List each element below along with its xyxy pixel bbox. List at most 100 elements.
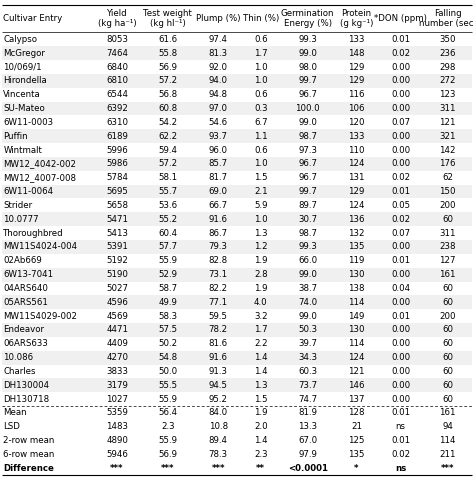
Text: 84.0: 84.0 [209, 408, 228, 418]
Bar [2, 254, 472, 268]
Text: 0.3: 0.3 [254, 104, 267, 113]
Text: 50.0: 50.0 [158, 367, 177, 376]
Text: 106: 106 [348, 104, 365, 113]
Text: 6392: 6392 [106, 104, 128, 113]
Text: 97.3: 97.3 [298, 145, 317, 155]
Text: 55.8: 55.8 [158, 49, 177, 58]
Text: 99.3: 99.3 [298, 35, 317, 44]
Text: 114: 114 [348, 298, 365, 307]
Text: 60: 60 [442, 339, 453, 348]
Text: 138: 138 [348, 284, 365, 293]
Text: 82.2: 82.2 [209, 284, 228, 293]
Text: 125: 125 [348, 436, 365, 445]
Text: 6189: 6189 [106, 132, 128, 141]
Text: 211: 211 [439, 450, 456, 459]
Text: 57.2: 57.2 [158, 159, 177, 168]
Text: 50.2: 50.2 [158, 339, 177, 348]
Bar [2, 74, 472, 88]
Text: 116: 116 [348, 90, 365, 99]
Text: 5946: 5946 [106, 450, 128, 459]
Text: 0.00: 0.00 [391, 395, 410, 404]
Text: 58.7: 58.7 [158, 284, 177, 293]
Text: ns: ns [395, 464, 406, 473]
Text: 133: 133 [348, 35, 365, 44]
Text: 89.4: 89.4 [209, 436, 228, 445]
Text: Plump (%): Plump (%) [196, 14, 240, 23]
Text: 91.6: 91.6 [209, 353, 228, 362]
Text: MW11S4024-004: MW11S4024-004 [3, 242, 77, 252]
Text: 129: 129 [348, 62, 365, 72]
Text: 81.9: 81.9 [298, 408, 317, 418]
Text: SU-Mateo: SU-Mateo [3, 104, 45, 113]
Bar [2, 268, 472, 281]
Text: 60.8: 60.8 [158, 104, 177, 113]
Text: Falling
number (sec): Falling number (sec) [419, 9, 474, 28]
Text: 124: 124 [348, 159, 365, 168]
Text: 6310: 6310 [106, 118, 128, 127]
Text: 1.5: 1.5 [254, 173, 267, 182]
Text: 200: 200 [439, 312, 456, 321]
Text: 05ARS561: 05ARS561 [3, 298, 48, 307]
Text: 0.00: 0.00 [391, 90, 410, 99]
Text: 94: 94 [442, 422, 453, 431]
Text: 82.8: 82.8 [209, 256, 228, 265]
Text: 93.7: 93.7 [209, 132, 228, 141]
Text: 1.7: 1.7 [254, 49, 267, 58]
Text: 81.3: 81.3 [209, 49, 228, 58]
Text: 74.0: 74.0 [298, 298, 317, 307]
Text: 124: 124 [348, 353, 365, 362]
Text: 58.1: 58.1 [158, 173, 177, 182]
Text: 21: 21 [351, 422, 362, 431]
Text: 91.6: 91.6 [209, 215, 228, 224]
Text: 02Ab669: 02Ab669 [3, 256, 42, 265]
Text: 1.3: 1.3 [254, 381, 267, 390]
Text: Protein
(g kg⁻¹): Protein (g kg⁻¹) [340, 9, 373, 28]
Text: 56.8: 56.8 [158, 90, 177, 99]
Text: 95.2: 95.2 [209, 395, 228, 404]
Text: 6-row mean: 6-row mean [3, 450, 55, 459]
Text: 4890: 4890 [106, 436, 128, 445]
Text: 0.02: 0.02 [391, 173, 410, 182]
Text: 78.3: 78.3 [209, 450, 228, 459]
Text: Endeavor: Endeavor [3, 325, 44, 335]
Text: 10.8: 10.8 [209, 422, 228, 431]
Text: 0.00: 0.00 [391, 298, 410, 307]
Bar [2, 129, 472, 143]
Text: 0.07: 0.07 [391, 118, 410, 127]
Text: 0.01: 0.01 [391, 256, 410, 265]
Text: 2.1: 2.1 [254, 187, 267, 196]
Text: MW12_4042-002: MW12_4042-002 [3, 159, 76, 168]
Text: 99.0: 99.0 [298, 312, 317, 321]
Text: 2.3: 2.3 [254, 450, 267, 459]
Text: 77.1: 77.1 [209, 298, 228, 307]
Text: 0.02: 0.02 [391, 215, 410, 224]
Text: 1.5: 1.5 [254, 395, 267, 404]
Text: 135: 135 [348, 450, 365, 459]
Text: 97.0: 97.0 [209, 104, 228, 113]
Text: Puffin: Puffin [3, 132, 28, 141]
Text: 121: 121 [439, 118, 456, 127]
Text: 2.3: 2.3 [161, 422, 175, 431]
Text: 129: 129 [348, 187, 365, 196]
Text: 60.4: 60.4 [158, 228, 177, 238]
Text: 0.01: 0.01 [391, 35, 410, 44]
Text: Calypso: Calypso [3, 35, 37, 44]
Text: 0.00: 0.00 [391, 145, 410, 155]
Text: 0.6: 0.6 [254, 35, 267, 44]
Text: 89.7: 89.7 [298, 201, 317, 210]
Text: Difference: Difference [3, 464, 54, 473]
Text: 128: 128 [348, 408, 365, 418]
Text: 4596: 4596 [106, 298, 128, 307]
Text: 1.9: 1.9 [254, 408, 267, 418]
Bar [2, 88, 472, 102]
Text: 99.0: 99.0 [298, 49, 317, 58]
Bar [2, 116, 472, 129]
Text: 60: 60 [442, 325, 453, 335]
Text: 6840: 6840 [106, 62, 128, 72]
Text: 60: 60 [442, 215, 453, 224]
Bar [2, 212, 472, 226]
Bar [2, 392, 472, 406]
Bar [2, 323, 472, 337]
Text: 66.7: 66.7 [209, 201, 228, 210]
Text: 123: 123 [439, 90, 456, 99]
